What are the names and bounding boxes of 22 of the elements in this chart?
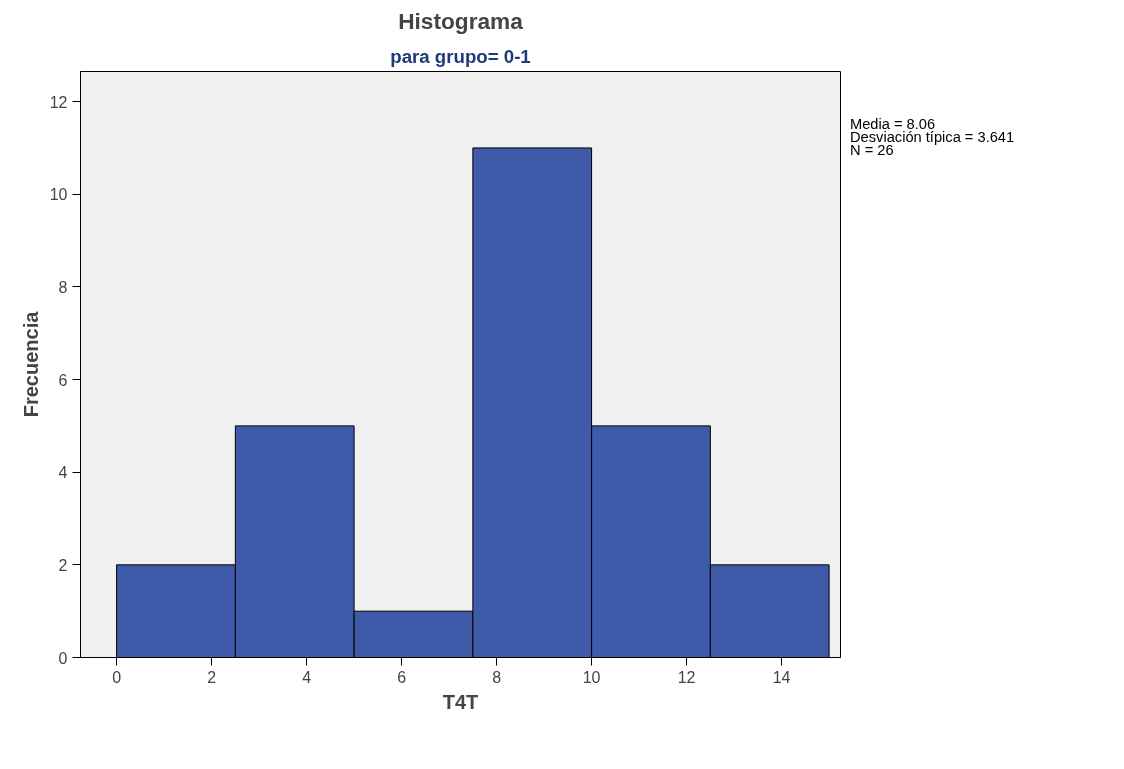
x-tick-label: 6 [397,668,407,686]
y-tick-label: 8 [58,278,68,296]
text: N = 26 [850,142,894,158]
text: Desviación típica = 3.641 [850,129,1015,145]
y-tick-label: 10 [49,186,68,204]
y-tick-label: 2 [58,556,68,574]
y-tick-label: 0 [58,649,68,667]
x-tick-label: 8 [492,668,502,686]
x-tick-label: 12 [677,668,696,686]
y-tick-label: 12 [49,93,68,111]
chart-subtitle: para grupo= 0-1 [390,45,531,67]
x-tick-label: 14 [772,668,791,686]
x-axis-title: T4T [442,690,479,713]
text: Media = 8.06 [850,116,936,132]
y-tick-label: 6 [58,371,68,389]
y-tick-label: 4 [58,464,68,482]
y-axis-title: Frecuencia [19,310,42,418]
chart-title: Histograma [398,7,524,34]
x-tick-label: 10 [582,668,601,686]
x-tick-label: 4 [302,668,312,686]
x-tick-label: 2 [207,668,217,686]
x-tick-label: 0 [112,668,122,686]
